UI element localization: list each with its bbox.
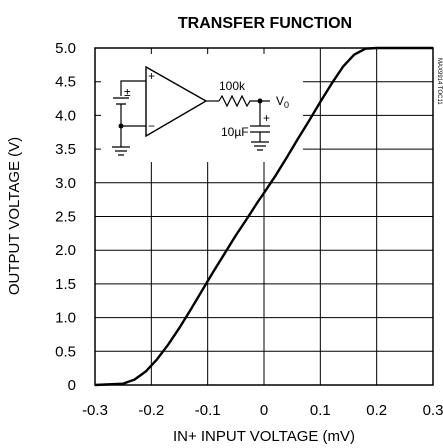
input-ground-icon xyxy=(112,146,130,156)
x-axis-title: IN+ INPUT VOLTAGE (mV) xyxy=(173,428,355,445)
vout-label: V0 xyxy=(276,94,289,110)
y-tick-label: 2.5 xyxy=(55,209,76,226)
chart-title: TRANSFER FUNCTION xyxy=(178,15,352,32)
op-amp-symbol xyxy=(145,65,208,138)
y-tick-label: 3.0 xyxy=(55,175,76,192)
x-tick-label: 0.1 xyxy=(310,402,331,419)
y-tick-label: 1.0 xyxy=(55,310,76,327)
y-tick-label: 2.0 xyxy=(55,242,76,259)
y-tick-label: 0 xyxy=(68,377,76,394)
y-axis-title: OUTPUT VOLTAGE (V) xyxy=(6,137,23,295)
toc-code: MAX9914 TOC11 xyxy=(436,58,442,105)
transfer-curve-group xyxy=(94,46,433,387)
x-tick-label: 0.3 xyxy=(423,402,443,419)
input-node xyxy=(118,123,124,129)
y-tick-label: 5.0 xyxy=(55,40,76,57)
capacitor-ground-icon xyxy=(251,141,269,151)
y-tick-label: 4.5 xyxy=(55,74,76,91)
inset-background xyxy=(101,54,303,162)
op-amp-minus-sign: − xyxy=(148,119,155,133)
x-tick-label: 0.2 xyxy=(366,402,387,419)
y-tick-label: 3.5 xyxy=(55,141,76,158)
y-tick-label: 4.0 xyxy=(55,107,76,124)
capacitor-label: 10µF xyxy=(221,125,249,139)
y-tick-label: 1.5 xyxy=(55,276,76,293)
plot-frame xyxy=(94,47,434,386)
y-tick-label: 0.5 xyxy=(55,343,76,360)
x-tick-label: -0.1 xyxy=(195,402,221,419)
x-tick-label: 0 xyxy=(260,402,268,419)
capacitor-plus: + xyxy=(263,111,270,125)
circuit-inset: + − ± 100k V0 + 10µF xyxy=(101,54,303,162)
y-tick-labels: 0 0.5 1.0 1.5 2.0 2.5 3.0 3.5 4.0 4.5 5.0 xyxy=(55,40,76,394)
x-tick-labels: -0.3 -0.2 -0.1 0 0.1 0.2 0.3 xyxy=(82,402,443,419)
op-amp-plus-sign: + xyxy=(148,69,155,83)
x-tick-label: -0.3 xyxy=(82,402,108,419)
resistor-symbol xyxy=(218,94,260,108)
battery-sign: ± xyxy=(124,85,131,99)
transfer-curve xyxy=(94,46,433,387)
x-tick-label: -0.2 xyxy=(138,402,164,419)
resistor-label: 100k xyxy=(219,79,246,93)
